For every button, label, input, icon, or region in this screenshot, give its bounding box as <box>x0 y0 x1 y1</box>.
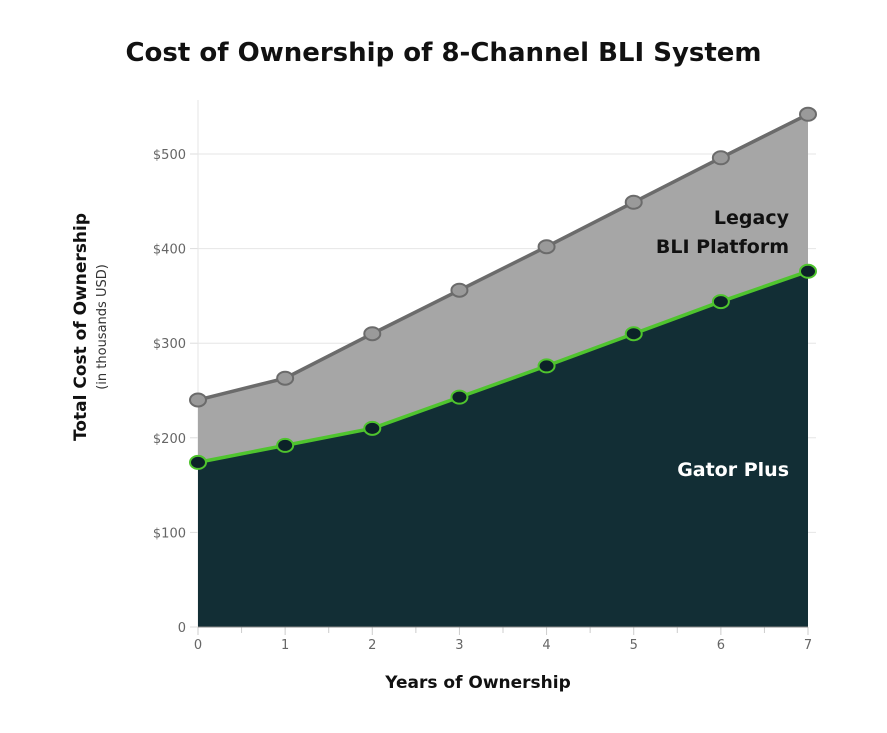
x-tick-label: 1 <box>281 638 289 653</box>
x-axis-label: Years of Ownership <box>384 673 571 693</box>
y-tick-label: 0 <box>178 621 186 636</box>
data-point <box>450 389 469 405</box>
area-1 <box>198 271 808 627</box>
y-tick-label: $100 <box>153 526 186 541</box>
series-label-legacy: BLI Platform <box>656 236 789 258</box>
data-point <box>624 194 643 210</box>
data-point <box>189 392 207 408</box>
x-tick-label: 2 <box>368 638 376 653</box>
data-point <box>799 106 817 122</box>
y-tick-label: $400 <box>153 243 186 258</box>
data-point <box>711 150 730 166</box>
y-axis-sublabel: (in thousands USD) <box>95 264 110 390</box>
series-line-0 <box>197 112 809 402</box>
data-point <box>189 454 207 470</box>
y-axis-label: Total Cost of Ownership <box>71 213 91 441</box>
y-tick-label: $200 <box>153 432 186 447</box>
x-tick-label: 7 <box>804 638 812 653</box>
data-point <box>799 263 817 279</box>
data-point <box>450 282 469 298</box>
data-point <box>537 239 556 255</box>
x-tick-label: 5 <box>630 638 638 653</box>
data-point <box>624 326 643 342</box>
data-point <box>537 358 556 374</box>
data-point <box>363 420 382 436</box>
x-tick-label: 6 <box>717 638 725 653</box>
series-label-gator: Gator Plus <box>677 459 789 481</box>
x-tick-label: 0 <box>194 638 202 653</box>
y-tick-label: $500 <box>153 148 186 163</box>
data-point <box>276 370 295 386</box>
chart-title: Cost of Ownership of 8-Channel BLI Syste… <box>125 38 762 68</box>
series-label-legacy: Legacy <box>714 207 790 229</box>
x-tick-label: 4 <box>542 638 550 653</box>
data-point <box>363 326 382 342</box>
data-point <box>711 294 730 310</box>
x-tick-label: 3 <box>455 638 463 653</box>
data-point <box>276 437 295 453</box>
series-line-1 <box>197 269 809 465</box>
y-tick-label: $300 <box>153 337 186 352</box>
